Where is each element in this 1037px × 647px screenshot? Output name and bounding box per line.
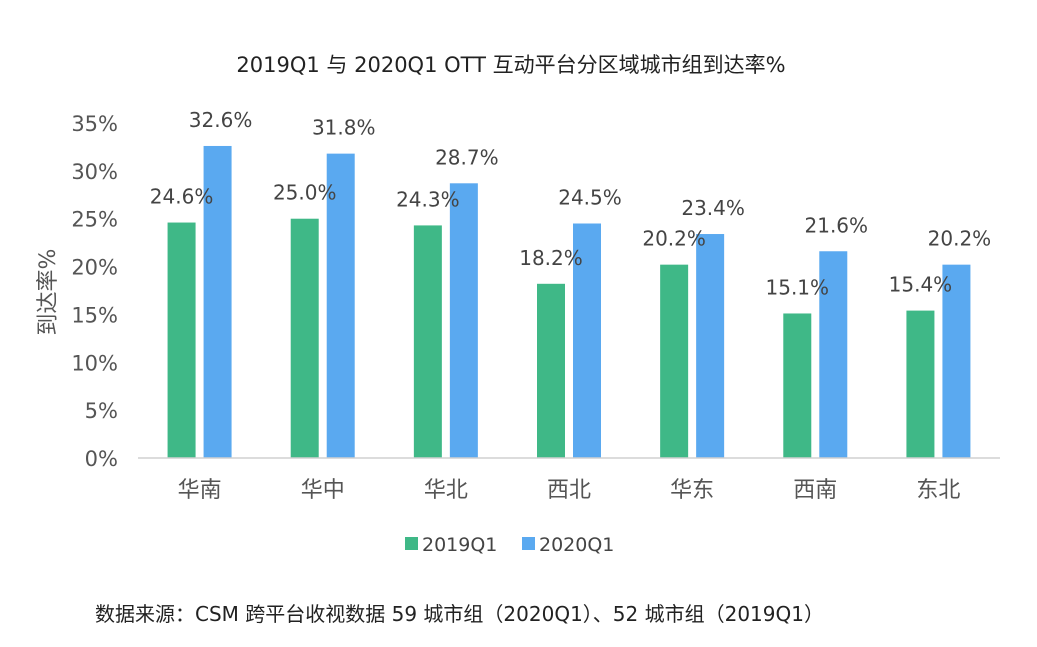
bars — [167, 145, 971, 459]
data-label: 23.4% — [681, 196, 745, 220]
data-label: 20.2% — [642, 227, 706, 251]
bar-2020Q1-华东 — [696, 234, 725, 458]
x-tick-label: 西南 — [793, 478, 837, 503]
data-label: 18.2% — [519, 246, 583, 270]
bar-2020Q1-华南 — [203, 145, 232, 458]
data-label: 31.8% — [312, 116, 376, 140]
bar-2019Q1-华南 — [167, 222, 196, 458]
legend-swatch-2020Q1 — [522, 537, 535, 550]
x-axis-ticks: 华南 华中 华北 西北 华东 西南 东北 — [178, 478, 961, 503]
data-label: 28.7% — [435, 145, 499, 169]
bar-2019Q1-西北 — [537, 283, 565, 458]
bar-2020Q1-西南 — [819, 251, 848, 458]
bar-2019Q1-东北 — [906, 310, 935, 458]
x-tick-label: 西北 — [547, 478, 591, 503]
y-axis-label: 到达率% — [36, 249, 61, 336]
y-axis-ticks: 0% 5% 10% 15% 20% 25% 30% 35% — [71, 112, 118, 471]
bar-2020Q1-华北 — [449, 183, 478, 459]
legend: 2019Q1 2020Q1 — [405, 534, 614, 556]
legend-label: 2019Q1 — [422, 534, 497, 556]
x-tick-label: 华南 — [178, 478, 222, 503]
data-label: 24.5% — [558, 186, 622, 210]
legend-swatch-2019Q1 — [405, 537, 418, 550]
source-note: 数据来源：CSM 跨平台收视数据 59 城市组（2020Q1）、52 城市组（2… — [95, 602, 824, 626]
y-tick-label: 10% — [71, 351, 118, 375]
data-label: 24.3% — [396, 187, 460, 211]
bar-labels: 24.6% 32.6% 25.0% 31.8% 24.3% 28.7% 18.2% 24.5%… — [150, 108, 991, 300]
data-label: 15.4% — [889, 273, 953, 297]
bar-2019Q1-华东 — [660, 264, 689, 458]
y-tick-label: 35% — [71, 112, 118, 136]
y-tick-label: 5% — [85, 399, 118, 423]
x-tick-label: 华中 — [301, 478, 345, 503]
bar-2020Q1-东北 — [942, 264, 971, 458]
y-tick-label: 0% — [85, 447, 118, 471]
x-tick-label: 华北 — [424, 478, 468, 503]
y-tick-label: 20% — [71, 256, 118, 280]
x-tick-label: 东北 — [916, 478, 960, 503]
data-label: 25.0% — [273, 181, 337, 205]
y-tick-label: 30% — [71, 160, 118, 184]
data-label: 21.6% — [805, 213, 869, 237]
bar-2019Q1-华中 — [290, 218, 319, 458]
bar-2019Q1-西南 — [783, 313, 812, 458]
data-label: 15.1% — [766, 275, 830, 299]
data-label: 24.6% — [150, 185, 214, 209]
x-tick-label: 华东 — [670, 478, 714, 503]
legend-label: 2020Q1 — [539, 534, 614, 556]
data-label: 32.6% — [189, 108, 253, 132]
bar-2020Q1-西北 — [573, 223, 601, 458]
bar-2020Q1-华中 — [326, 153, 355, 458]
y-tick-label: 15% — [71, 303, 118, 327]
data-label: 20.2% — [928, 227, 992, 251]
chart-title: 2019Q1 与 2020Q1 OTT 互动平台分区域城市组到达率% — [236, 53, 785, 77]
y-tick-label: 25% — [71, 208, 118, 232]
bar-2019Q1-华北 — [413, 225, 442, 458]
